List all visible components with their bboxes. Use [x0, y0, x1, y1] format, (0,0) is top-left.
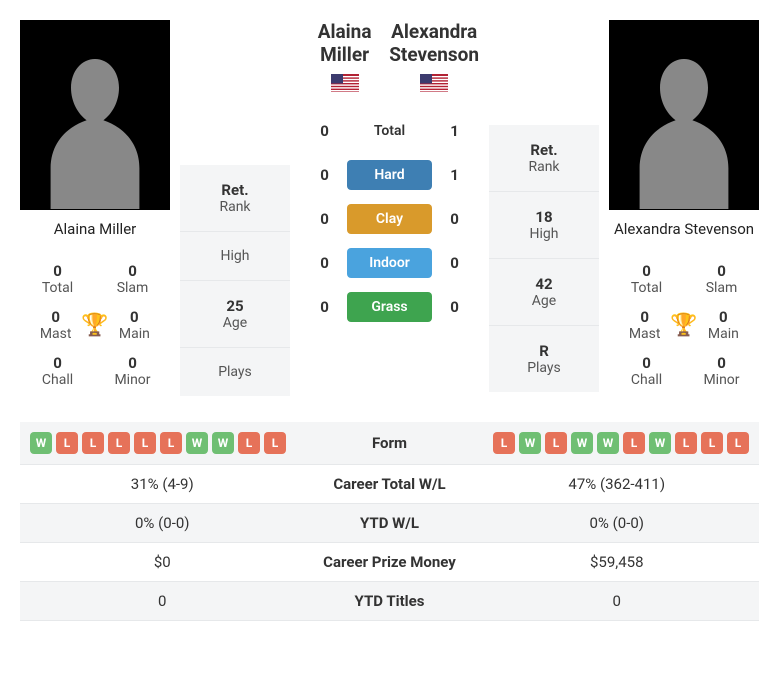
h2h-surface: Clay — [347, 204, 432, 234]
stat-right: 0 — [475, 592, 760, 610]
form-chip: L — [675, 432, 697, 454]
h2h-row: 0 Clay 0 — [300, 204, 479, 234]
p1-plays: Plays — [180, 348, 290, 396]
h2h-right: 1 — [447, 122, 462, 140]
player2-name: Alexandra Stevenson — [389, 20, 479, 66]
h2h-surface: Indoor — [347, 248, 432, 278]
form-chip: W — [597, 432, 619, 454]
form-chip: W — [519, 432, 541, 454]
table-row: 0YTD Titles0 — [20, 582, 759, 621]
trophy-icon: 🏆 — [81, 313, 108, 338]
form-chip: W — [186, 432, 208, 454]
p1-slam: 0Slam — [95, 256, 170, 302]
h2h-left: 0 — [317, 166, 332, 184]
flag-icon — [331, 74, 359, 92]
stat-right: 47% (362-411) — [475, 475, 760, 493]
stat-label: Career Prize Money — [305, 553, 475, 571]
player1-name: Alaina Miller — [300, 20, 389, 66]
table-row: 31% (4-9)Career Total W/L47% (362-411) — [20, 465, 759, 504]
p1-main: 0Main — [109, 308, 160, 342]
h2h-right: 1 — [447, 166, 462, 184]
form-chip: L — [264, 432, 286, 454]
form-chip: L — [623, 432, 645, 454]
p1-age: 25Age — [180, 281, 290, 348]
trophy-icon: 🏆 — [670, 313, 697, 338]
form-chip: L — [545, 432, 567, 454]
player2-info: Ret.Rank 18High 42Age RPlays — [489, 125, 599, 392]
player2-name-under: Alexandra Stevenson — [609, 210, 759, 248]
h2h-right: 0 — [447, 254, 462, 272]
p2-total: 0Total — [609, 256, 684, 302]
p2-slam: 0Slam — [684, 256, 759, 302]
comparison-table: WLLLLLWWLLFormLWLWWLWLLL31% (4-9)Career … — [20, 422, 759, 621]
form-chip: W — [30, 432, 52, 454]
form-chip: L — [108, 432, 130, 454]
form-chip: L — [493, 432, 515, 454]
h2h-row: 0 Grass 0 — [300, 292, 479, 322]
stat-label: Career Total W/L — [305, 475, 475, 493]
silhouette-icon — [35, 40, 155, 210]
form-chip: L — [82, 432, 104, 454]
player1-photo — [20, 20, 170, 210]
h2h-row: 0 Total 1 — [300, 116, 479, 146]
player2-card: Alexandra Stevenson 0Total 0Slam 0Mast 🏆… — [609, 20, 759, 402]
h2h-left: 0 — [317, 122, 332, 140]
stat-left: $0 — [20, 553, 305, 571]
stat-left: 0 — [20, 592, 305, 610]
p2-mast: 0Mast — [619, 308, 670, 342]
form-chip: L — [701, 432, 723, 454]
stat-left: 0% (0-0) — [20, 514, 305, 532]
p1-mast: 0Mast — [30, 308, 81, 342]
form-chip: W — [649, 432, 671, 454]
form-chip: L — [56, 432, 78, 454]
p1-chall: 0Chall — [20, 348, 95, 394]
silhouette-icon — [624, 40, 744, 210]
p1-high: High — [180, 232, 290, 281]
h2h-right: 0 — [447, 298, 462, 316]
form-chip: W — [212, 432, 234, 454]
p2-main: 0Main — [698, 308, 749, 342]
h2h-row: 0 Indoor 0 — [300, 248, 479, 278]
form-chip: W — [571, 432, 593, 454]
form-chip: L — [134, 432, 156, 454]
h2h-center: Alaina Miller Alexandra Stevenson 0 Total… — [300, 20, 479, 336]
h2h-left: 0 — [317, 210, 332, 228]
stat-right: 0% (0-0) — [475, 514, 760, 532]
h2h-right: 0 — [447, 210, 462, 228]
h2h-surface: Hard — [347, 160, 432, 190]
form-row: WLLLLLWWLLFormLWLWWLWLLL — [20, 422, 759, 465]
h2h-left: 0 — [317, 254, 332, 272]
h2h-row: 0 Hard 1 — [300, 160, 479, 190]
stat-right: $59,458 — [475, 553, 760, 571]
player2-photo — [609, 20, 759, 210]
form-label: Form — [305, 434, 475, 452]
stat-left: 31% (4-9) — [20, 475, 305, 493]
p2-age: 42Age — [489, 259, 599, 326]
p2-minor: 0Minor — [684, 348, 759, 394]
p2-chall: 0Chall — [609, 348, 684, 394]
p2-plays: RPlays — [489, 326, 599, 392]
player1-name-under: Alaina Miller — [20, 210, 170, 248]
p1-minor: 0Minor — [95, 348, 170, 394]
table-row: 0% (0-0)YTD W/L0% (0-0) — [20, 504, 759, 543]
stat-label: YTD Titles — [305, 592, 475, 610]
p1-rank: Ret.Rank — [180, 165, 290, 232]
flag-icon — [420, 74, 448, 92]
form-chip: L — [160, 432, 182, 454]
h2h-surface: Total — [347, 116, 432, 146]
p2-high: 18High — [489, 192, 599, 259]
table-row: $0Career Prize Money$59,458 — [20, 543, 759, 582]
p1-total: 0Total — [20, 256, 95, 302]
form-chip: L — [727, 432, 749, 454]
stat-label: YTD W/L — [305, 514, 475, 532]
form-chip: L — [238, 432, 260, 454]
p2-rank: Ret.Rank — [489, 125, 599, 192]
player1-info: Ret.Rank High 25Age Plays — [180, 165, 290, 396]
h2h-left: 0 — [317, 298, 332, 316]
h2h-surface: Grass — [347, 292, 432, 322]
player1-card: Alaina Miller 0Total 0Slam 0Mast 🏆 0Main… — [20, 20, 170, 402]
